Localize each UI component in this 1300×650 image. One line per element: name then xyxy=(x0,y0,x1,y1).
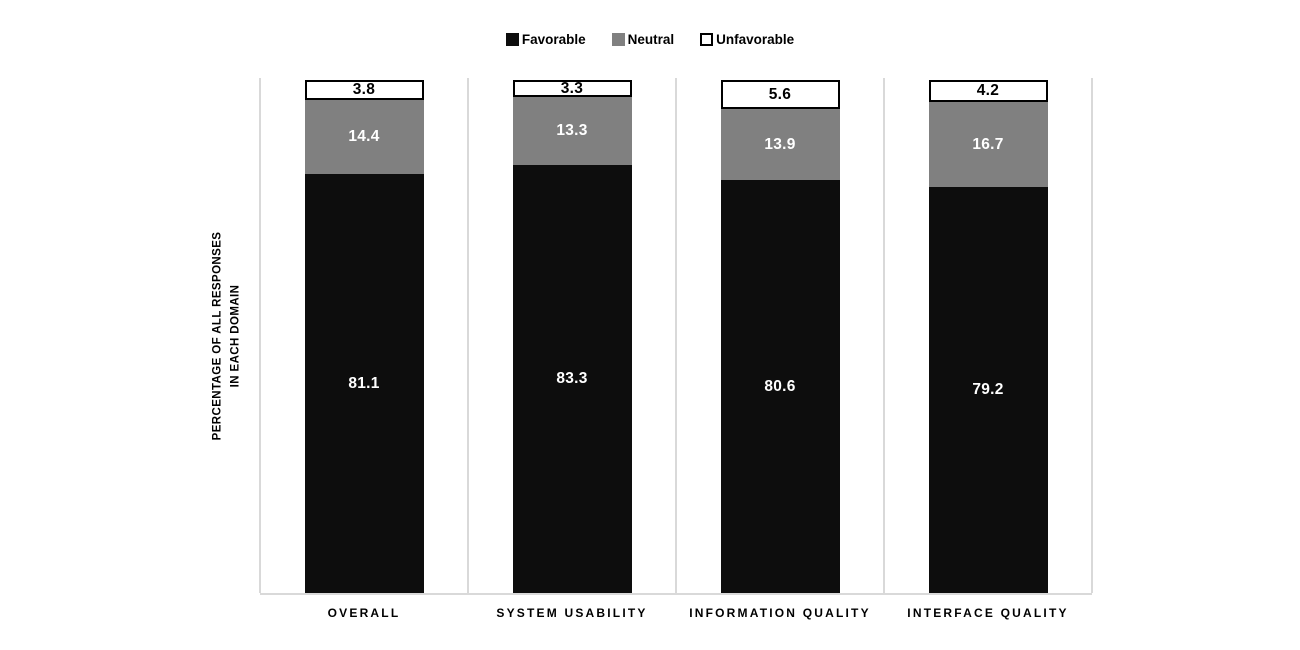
bar-overall: 3.8 14.4 81.1 xyxy=(304,80,424,593)
segment-neutral: 14.4 xyxy=(304,99,424,175)
data-label-favorable: 80.6 xyxy=(764,377,796,395)
legend-swatch-favorable-icon xyxy=(505,33,519,47)
data-label-neutral: 14.4 xyxy=(348,128,380,146)
bar-interface-quality: 4.2 16.7 79.2 xyxy=(928,80,1048,593)
category-label-system-usability: SYSTEM USABILITY xyxy=(496,606,648,620)
segment-neutral: 13.3 xyxy=(512,96,632,166)
data-label-unfavorable: 5.6 xyxy=(768,85,792,103)
segment-unfavorable: 3.8 xyxy=(304,80,424,100)
vertical-gridline xyxy=(883,78,885,593)
vertical-gridline xyxy=(259,78,261,593)
segment-neutral: 16.7 xyxy=(928,101,1048,188)
category-label-information-quality: INFORMATION QUALITY xyxy=(689,606,871,620)
y-axis-title-line: PERCENTAGE OF ALL RESPONSES xyxy=(211,231,224,441)
data-label-favorable: 79.2 xyxy=(972,381,1004,399)
data-label-neutral: 16.7 xyxy=(972,135,1004,153)
legend-label: Favorable xyxy=(521,32,586,47)
data-label-unfavorable: 4.2 xyxy=(976,82,1000,100)
plot-area: 3.8 14.4 81.1 3.3 13.3 83.3 5.6 13.9 80.6 4.2 16.7… xyxy=(259,78,1093,595)
segment-unfavorable: 3.3 xyxy=(512,79,632,97)
y-axis-title: PERCENTAGE OF ALL RESPONSES IN EACH DOMAI… xyxy=(209,232,246,441)
legend-label: Unfavorable xyxy=(716,32,795,47)
category-label-interface-quality: INTERFACE QUALITY xyxy=(907,606,1069,620)
bar-information-quality: 5.6 13.9 80.6 xyxy=(720,80,840,593)
data-label-favorable: 83.3 xyxy=(556,370,588,388)
segment-neutral: 13.9 xyxy=(720,108,840,180)
segment-favorable: 79.2 xyxy=(928,187,1048,593)
legend-item-unfavorable: Unfavorable xyxy=(700,33,794,47)
legend-label: Neutral xyxy=(627,32,675,47)
legend-item-favorable: Favorable xyxy=(505,32,586,47)
legend-swatch-neutral-icon xyxy=(611,33,625,47)
category-label-overall: OVERALL xyxy=(327,606,401,620)
data-label-unfavorable: 3.8 xyxy=(352,81,376,99)
segment-unfavorable: 4.2 xyxy=(928,80,1048,102)
vertical-gridline xyxy=(467,78,469,593)
legend-item-neutral: Neutral xyxy=(611,32,675,47)
data-label-favorable: 81.1 xyxy=(348,374,380,392)
segment-unfavorable: 5.6 xyxy=(720,80,840,109)
vertical-gridline xyxy=(1091,78,1093,593)
data-label-unfavorable: 3.3 xyxy=(560,79,584,97)
bar-system-usability: 3.3 13.3 83.3 xyxy=(512,79,632,593)
vertical-gridline xyxy=(675,78,677,593)
legend-swatch-unfavorable-icon xyxy=(700,33,714,47)
x-axis-labels: OVERALL SYSTEM USABILITY INFORMATION QUALI… xyxy=(260,606,1092,626)
segment-favorable: 83.3 xyxy=(512,165,632,593)
data-label-neutral: 13.3 xyxy=(556,122,588,140)
data-label-neutral: 13.9 xyxy=(764,135,796,153)
segment-favorable: 80.6 xyxy=(720,179,840,593)
y-axis-title-line: IN EACH DOMAIN xyxy=(230,284,242,388)
segment-favorable: 81.1 xyxy=(304,174,424,593)
chart-legend: Favorable Neutral Unfavorable xyxy=(0,33,1300,47)
